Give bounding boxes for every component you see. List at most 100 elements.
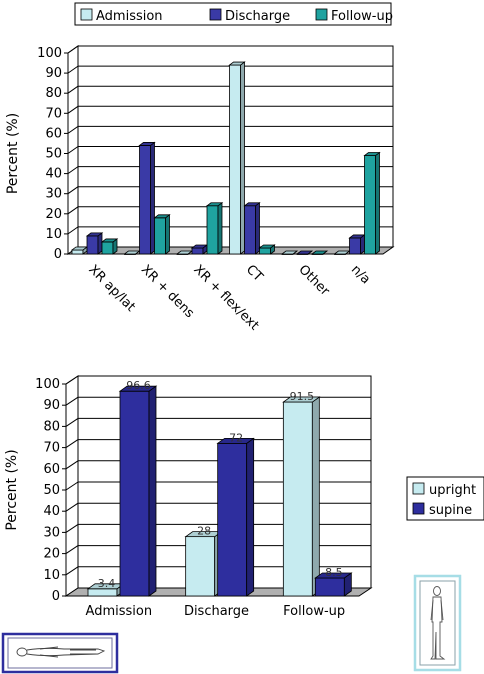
- gridline-side: [67, 146, 79, 154]
- gridline-side: [67, 166, 79, 175]
- bar-top: [85, 232, 104, 237]
- bar-upright: [282, 396, 321, 597]
- data-label: 3.4: [98, 577, 116, 590]
- bar-front: [139, 145, 151, 255]
- bar-supine: [118, 385, 158, 597]
- gridline-side: [67, 85, 79, 94]
- bar-top: [216, 437, 255, 444]
- bar-front: [314, 577, 345, 597]
- legend-swatch: [80, 8, 93, 21]
- gridline-side: [67, 206, 79, 215]
- bar-discharge: [190, 244, 209, 255]
- bar-front: [244, 205, 256, 255]
- gridline-side: [67, 105, 79, 114]
- y-tick-label: 10: [45, 227, 62, 242]
- bar-admission: [228, 61, 246, 255]
- gridline-side: [65, 523, 79, 533]
- bar-top: [138, 142, 156, 146]
- legend-swatch: [412, 482, 425, 495]
- y-tick-label: 100: [35, 377, 60, 392]
- bar-discharge: [138, 141, 156, 255]
- bar-admission: [280, 250, 299, 255]
- bar-top: [153, 214, 171, 219]
- bar-front: [206, 205, 219, 255]
- bar-top: [228, 61, 246, 66]
- chart-top: 0 10 20 30 40 50 60 70 80 90 100 Percent (%) XR ap/l…: [5, 2, 395, 333]
- y-tick-label: 30: [45, 187, 62, 202]
- y-tick-label: 70: [43, 441, 60, 456]
- bar-front: [364, 155, 376, 255]
- y-tick-label: 70: [45, 106, 62, 121]
- gridline-side: [67, 186, 79, 195]
- bar-front: [71, 249, 84, 255]
- y-tick-label: 40: [45, 167, 62, 182]
- bar-front: [229, 64, 241, 255]
- bar-discharge: [85, 232, 104, 255]
- bar-front: [282, 401, 313, 597]
- bar-follow-up: [363, 151, 381, 255]
- bar-front: [191, 247, 204, 255]
- chart-bottom: 0 10 20 30 40 50 60 70 80 90 100 Percent (%) 3.4 96.6…: [4, 375, 484, 619]
- legend-label: Admission: [96, 9, 163, 24]
- gridline-side: [65, 417, 79, 427]
- gridline-side: [65, 566, 79, 576]
- bar-admission: [333, 250, 351, 255]
- bar-supine: [216, 437, 255, 597]
- y-tick-label: 60: [43, 462, 60, 477]
- y-tick-label: 100: [37, 46, 62, 61]
- y-tick-label: 90: [45, 66, 62, 81]
- y-tick-label: 0: [54, 247, 62, 262]
- bar-follow-up: [153, 214, 171, 255]
- y-tick-label: 20: [45, 207, 62, 222]
- bar-top: [100, 238, 119, 243]
- bar-front: [87, 588, 118, 597]
- legend-label: Follow-up: [331, 9, 393, 24]
- bar-front: [119, 390, 150, 597]
- gridline-side: [65, 375, 79, 385]
- legend-swatch: [412, 502, 425, 515]
- bar-side: [150, 141, 155, 255]
- gridline-side: [67, 65, 79, 74]
- bar-follow-up: [258, 244, 276, 255]
- standing-person-icon: [413, 574, 462, 672]
- bar-discharge: [295, 250, 314, 255]
- legend-frame: [74, 2, 392, 26]
- bar-top: [258, 244, 276, 249]
- gridline-side: [67, 226, 79, 235]
- data-label: 91.5: [290, 390, 315, 403]
- bar-follow-up: [205, 201, 224, 255]
- bar-side: [311, 396, 320, 597]
- gridline-side: [65, 460, 79, 470]
- bar-front: [154, 217, 166, 255]
- gridline-side: [65, 502, 79, 512]
- bar-supine: [314, 572, 353, 597]
- gridline-side: [65, 396, 79, 406]
- legend-label: supine: [429, 503, 472, 518]
- data-label: 28: [197, 525, 211, 538]
- bar-front: [101, 241, 114, 255]
- gridline-side: [67, 125, 79, 134]
- bar-discharge: [348, 234, 366, 255]
- bar-front: [259, 247, 271, 255]
- bar-front: [185, 536, 216, 597]
- gridline-side: [65, 439, 79, 449]
- gridline-side: [65, 545, 79, 555]
- bar-top: [280, 250, 299, 255]
- x-category-label: Admission: [86, 604, 153, 619]
- gridline-side: [65, 481, 79, 491]
- y-tick-label: 90: [43, 398, 60, 413]
- bar-upright: [184, 530, 223, 597]
- legend-label: Discharge: [225, 9, 290, 24]
- bar-follow-up: [310, 250, 329, 255]
- legend-swatch: [209, 8, 222, 21]
- y-axis-label: Percent (%): [4, 449, 20, 530]
- bar-side: [246, 437, 255, 597]
- bar-top: [295, 250, 314, 255]
- bar-follow-up: [100, 238, 119, 255]
- bar-admission: [70, 246, 89, 255]
- y-tick-label: 30: [43, 525, 60, 540]
- legend-swatch: [315, 8, 328, 21]
- x-category-label: n/a: [348, 262, 373, 287]
- bar-top: [314, 572, 353, 579]
- bar-front: [349, 237, 361, 255]
